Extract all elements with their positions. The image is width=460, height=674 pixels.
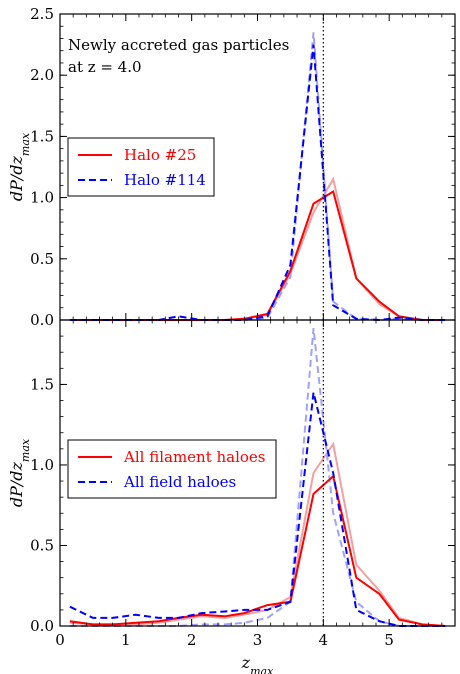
bottom-legend-label: All field haloes: [123, 473, 236, 491]
bottom-xtick-label: 4: [319, 631, 329, 649]
top-legend-label: Halo #114: [124, 171, 206, 189]
bottom-xtick-label: 2: [187, 631, 197, 649]
bottom-ylabel: dP/dzmax: [7, 438, 32, 507]
bottom-xtick-label: 3: [253, 631, 263, 649]
bottom-xlabel-main: z: [241, 653, 251, 672]
top-ylabel-main: dP/dz: [7, 156, 26, 202]
top-ytick-label: 1.5: [30, 127, 54, 145]
bottom-series-all-field-haloes: [69, 392, 446, 627]
bottom-ytick-label: 0.5: [30, 536, 54, 554]
bottom-ytick-label: 1.0: [30, 456, 54, 474]
bottom-xtick-label: 1: [121, 631, 131, 649]
top-panel: 0.0 0.5 1.0 1.5 2.0 2.5 dP/dzmax Newly accreted…: [7, 5, 456, 329]
bottom-series-faint-2: [69, 441, 446, 627]
top-annotation-line: Newly accreted gas particles: [68, 36, 289, 54]
bottom-ylabel-sub: max: [19, 438, 32, 462]
bottom-ylabel-main: dP/dz: [7, 462, 26, 508]
bottom-legend-box: [67, 439, 277, 499]
bottom-xlabel: zmax: [241, 653, 274, 674]
top-ytick-label: 2.5: [30, 5, 54, 23]
bottom-xtick-label: 5: [384, 631, 394, 649]
top-ytick-label: 2.0: [30, 66, 54, 84]
top-legend-label: Halo #25: [124, 146, 196, 164]
top-ytick-label: 0.0: [30, 311, 54, 329]
bottom-legend-label: All filament haloes: [123, 448, 266, 466]
top-ytick-label: 1.0: [30, 189, 54, 207]
top-ytick-label: 0.5: [30, 250, 54, 268]
bottom-xtick-label: 0: [55, 631, 65, 649]
top-ylabel-sub: max: [19, 132, 32, 156]
top-annotation-line: at z = 4.0: [68, 58, 142, 76]
bottom-ytick-label: 1.5: [30, 375, 54, 393]
bottom-xlabel-sub: max: [250, 665, 274, 674]
top-legend-box: [67, 137, 215, 197]
top-ylabel: dP/dzmax: [7, 132, 32, 201]
bottom-ytick-label: 0.0: [30, 617, 54, 635]
